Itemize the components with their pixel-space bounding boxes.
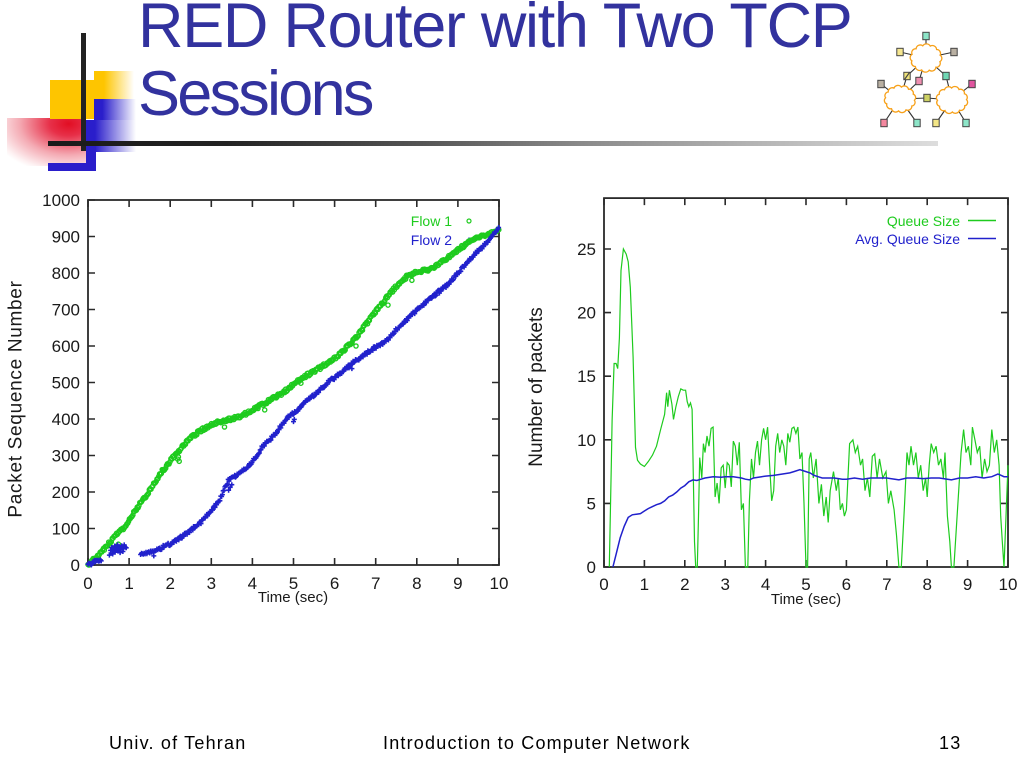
svg-text:10: 10: [490, 574, 509, 593]
svg-text:7: 7: [371, 574, 380, 593]
svg-text:3: 3: [207, 574, 216, 593]
svg-text:Flow 1: Flow 1: [411, 213, 452, 229]
svg-text:700: 700: [52, 301, 80, 320]
svg-text:9: 9: [963, 575, 972, 594]
svg-text:Packet Sequence Number: Packet Sequence Number: [6, 280, 27, 517]
svg-text:10: 10: [577, 431, 596, 450]
svg-text:2: 2: [680, 575, 689, 594]
svg-text:9: 9: [453, 574, 462, 593]
svg-text:1: 1: [124, 574, 133, 593]
svg-text:Flow 2: Flow 2: [411, 232, 452, 248]
svg-text:400: 400: [52, 410, 80, 429]
svg-text:Number of packets: Number of packets: [526, 307, 547, 466]
svg-text:20: 20: [577, 304, 596, 323]
svg-text:Avg. Queue Size: Avg. Queue Size: [855, 231, 960, 247]
svg-text:300: 300: [52, 447, 80, 466]
svg-text:0: 0: [587, 558, 596, 577]
svg-text:5: 5: [289, 574, 298, 593]
svg-text:1000: 1000: [42, 191, 80, 210]
svg-text:0: 0: [83, 574, 92, 593]
svg-text:8: 8: [922, 575, 931, 594]
svg-text:Time (sec): Time (sec): [771, 591, 841, 608]
svg-text:100: 100: [52, 520, 80, 539]
svg-text:5: 5: [587, 494, 596, 513]
svg-text:3: 3: [720, 575, 729, 594]
svg-text:5: 5: [801, 575, 810, 594]
svg-text:600: 600: [52, 337, 80, 356]
svg-text:4: 4: [248, 574, 257, 593]
svg-text:200: 200: [52, 483, 80, 502]
svg-text:0: 0: [71, 556, 80, 575]
svg-text:10: 10: [999, 575, 1018, 594]
svg-text:1: 1: [640, 575, 649, 594]
svg-text:800: 800: [52, 264, 80, 283]
svg-text:Time (sec): Time (sec): [258, 589, 328, 606]
svg-text:2: 2: [165, 574, 174, 593]
svg-text:7: 7: [882, 575, 891, 594]
svg-text:6: 6: [842, 575, 851, 594]
svg-text:500: 500: [52, 374, 80, 393]
svg-text:900: 900: [52, 228, 80, 247]
svg-text:Queue Size: Queue Size: [887, 213, 960, 229]
svg-text:25: 25: [577, 240, 596, 259]
svg-text:0: 0: [599, 575, 608, 594]
svg-text:6: 6: [330, 574, 339, 593]
svg-text:8: 8: [412, 574, 421, 593]
svg-text:4: 4: [761, 575, 770, 594]
svg-text:15: 15: [577, 367, 596, 386]
